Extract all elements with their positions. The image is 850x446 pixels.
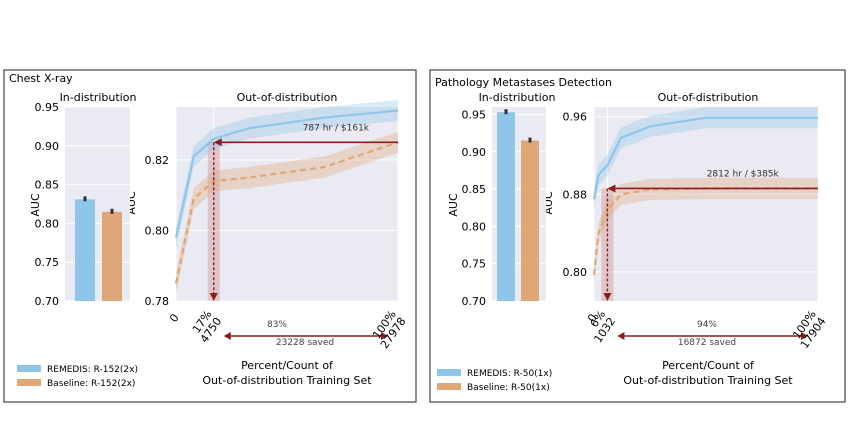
line-baseline-chest (174, 141, 399, 284)
bar-baseline-chest (102, 211, 122, 301)
bar-ytick-label-chest: 0.80 (35, 217, 60, 230)
match-arrowhead-h-chest (213, 138, 222, 147)
ci-band-remedis-chest (176, 99, 398, 249)
line-xtick-label-chest: 0 (167, 312, 182, 325)
savings-text-chest: 23228 saved (276, 338, 334, 348)
ci-band-baseline-chest (176, 131, 398, 294)
match-arrowhead-h-pathology (607, 184, 616, 193)
savings-arrowhead-right-chest (381, 332, 388, 340)
bar-remedis-pathology (497, 112, 515, 301)
bar-ytick-label-chest: 0.70 (35, 295, 60, 308)
ood-xlabel-line1-pathology: Percent/Count of (662, 359, 755, 372)
legend-label-remedis-chest: REMEDIS: R-152(2x) (47, 365, 138, 375)
panel-frame-pathology (429, 69, 846, 403)
bar-ytick-label-pathology: 0.75 (462, 258, 487, 271)
bar-ytick-label-pathology: 0.85 (462, 183, 487, 196)
ci-band-remedis-pathology (594, 107, 818, 210)
savings-percent-pathology: 94% (697, 320, 717, 330)
in-dist-ylabel-chest: AUC (29, 193, 42, 217)
line-xtick-label-chest: 100%27978 (368, 308, 409, 351)
legend-label-baseline-pathology: Baseline: R-50(1x) (467, 383, 550, 393)
ood-xlabel-line2-pathology: Out-of-distribution Training Set (623, 374, 793, 387)
bar-ytick-label-pathology: 0.80 (462, 220, 487, 233)
line-ytick-label-pathology: 0.80 (563, 266, 588, 279)
ood-title-pathology: Out-of-distribution (658, 91, 759, 104)
panel-frame-chest (3, 69, 417, 403)
line-ytick-label-chest: 0.82 (145, 154, 170, 167)
bar-ytick-label-pathology: 0.95 (462, 108, 487, 121)
bar-ytick-label-chest: 0.75 (35, 256, 60, 269)
panel-title-chest: Chest X-ray (9, 72, 73, 85)
match-arrowhead-v-chest (209, 293, 218, 301)
bar-ytick-label-pathology: 0.90 (462, 146, 487, 159)
match-band-chest (207, 142, 220, 301)
ood-title-chest: Out-of-distribution (237, 91, 338, 104)
bar-ytick-label-chest: 0.85 (35, 179, 60, 192)
legend-swatch-baseline-chest (17, 379, 41, 386)
legend-label-remedis-pathology: REMEDIS: R-50(1x) (467, 369, 552, 379)
in-dist-title-pathology: In-distribution (479, 91, 556, 104)
savings-percent-chest: 83% (267, 320, 287, 330)
legend-swatch-remedis-chest (17, 365, 41, 372)
ood-xlabel-line2-chest: Out-of-distribution Training Set (202, 374, 372, 387)
ood-xlabel-line1-chest: Percent/Count of (241, 359, 334, 372)
line-xtick-label-pathology: 100%17904 (788, 308, 829, 351)
savings-arrowhead-left-pathology (617, 332, 625, 340)
annotation-pathology: 2812 hr / $385k (707, 169, 780, 179)
panel-title-pathology: Pathology Metastases Detection (435, 76, 612, 89)
bar-baseline-pathology (521, 140, 539, 301)
line-xtick-label-chest: 17%4750 (188, 308, 225, 345)
bar-ytick-label-chest: 0.95 (35, 101, 60, 114)
savings-arrowhead-right-pathology (801, 332, 808, 340)
line-remedis-chest (174, 109, 399, 238)
legend-swatch-baseline-pathology (437, 383, 461, 390)
legend-label-baseline-chest: Baseline: R-152(2x) (47, 379, 135, 389)
line-ytick-label-chest: 0.78 (145, 295, 170, 308)
line-plot-bg-pathology (594, 107, 818, 301)
savings-arrowhead-left-chest (223, 332, 231, 340)
bar-ytick-label-chest: 0.90 (35, 140, 60, 153)
bar-ytick-label-pathology: 0.70 (462, 295, 487, 308)
match-arrowhead-v-pathology (603, 293, 612, 301)
xtick-line: 0 (167, 312, 182, 325)
bar-remedis-chest (75, 199, 95, 301)
line-ytick-label-chest: 0.80 (145, 224, 170, 237)
annotation-chest: 787 hr / $161k (303, 123, 370, 133)
in-dist-title-chest: In-distribution (60, 91, 137, 104)
in-dist-ylabel-pathology: AUC (447, 193, 460, 217)
legend-swatch-remedis-pathology (437, 369, 461, 376)
savings-text-pathology: 16872 saved (678, 338, 736, 348)
line-ytick-label-pathology: 0.88 (563, 188, 588, 201)
line-ytick-label-pathology: 0.96 (563, 111, 588, 124)
